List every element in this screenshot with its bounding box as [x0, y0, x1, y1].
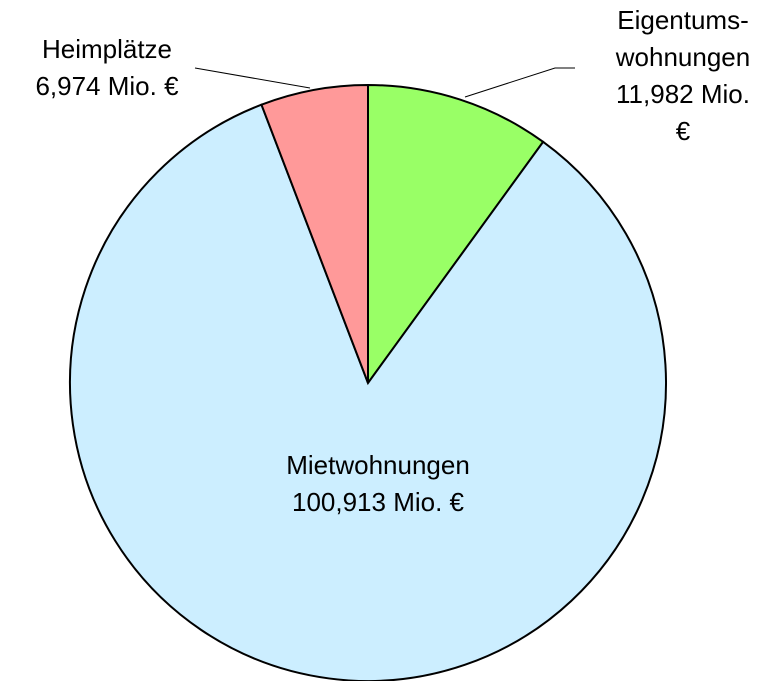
slice-label: Eigentums- wohnungen 11,982 Mio. €	[616, 2, 750, 150]
category-label: Eigentums- wohnungen	[615, 5, 751, 72]
value-label: 11,982 Mio. €	[616, 79, 750, 146]
leader-line	[464, 67, 575, 98]
slice-label: Mietwohnungen 100,913 Mio. €	[286, 447, 470, 521]
leader-line	[194, 67, 311, 89]
category-label: Mietwohnungen	[286, 450, 470, 480]
category-label: Heimplätze	[41, 34, 173, 64]
pie-slice	[69, 103, 667, 681]
pie-slice	[260, 83, 369, 384]
value-label: 6,974 Mio. €	[35, 71, 179, 101]
pie-slice	[367, 83, 545, 387]
value-label: 100,913 Mio. €	[291, 487, 465, 517]
slice-label: Heimplätze 6,974 Mio. €	[35, 31, 178, 105]
